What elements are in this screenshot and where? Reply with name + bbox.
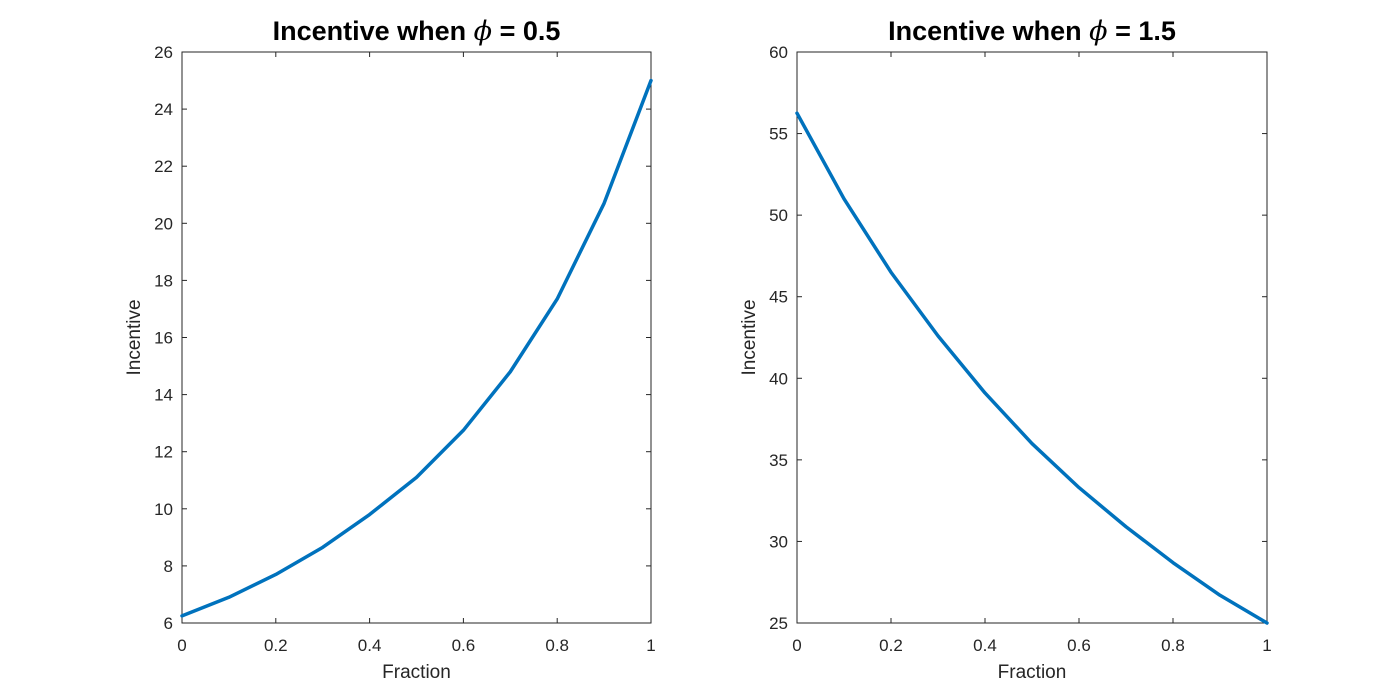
y-tick-label: 35 <box>769 451 788 470</box>
y-tick-label: 40 <box>769 369 788 388</box>
data-point <box>1030 442 1034 445</box>
x-tick-label: 0.2 <box>879 636 903 655</box>
y-tick-label: 26 <box>154 43 173 62</box>
data-point <box>556 297 559 301</box>
data-point <box>509 370 512 373</box>
chart-title-suffix: = 1.5 <box>1108 16 1176 46</box>
y-tick-label: 12 <box>154 443 173 462</box>
y-tick-label: 50 <box>769 206 788 225</box>
data-point <box>1077 486 1081 489</box>
chart-panel-right: 0 0.2 0.4 0.6 0.8 1 25 30 35 40 45 50 55 60 Fraction In… <box>739 16 1272 683</box>
data-point <box>1171 561 1175 564</box>
y-tick-label: 30 <box>769 532 788 551</box>
y-tick-label: 55 <box>769 125 788 144</box>
data-point <box>842 197 846 201</box>
x-axis-label: Fraction <box>998 662 1067 683</box>
data-point <box>180 614 184 618</box>
y-tick-label: 6 <box>164 614 173 633</box>
data-point <box>415 476 418 479</box>
data-point <box>274 573 277 576</box>
x-tick-label: 0.8 <box>545 636 569 655</box>
x-axis-label: Fraction <box>382 662 451 683</box>
y-tick-label: 20 <box>154 214 173 233</box>
y-tick-label: 16 <box>154 329 173 348</box>
y-tick-label: 45 <box>769 288 788 307</box>
x-tick-label: 1 <box>1262 636 1271 655</box>
y-tick-label: 14 <box>154 386 173 405</box>
chart-title-suffix: = 0.5 <box>492 16 560 46</box>
data-point <box>1265 621 1269 625</box>
x-tick-label: 0.4 <box>973 636 997 655</box>
chart-title: Incentive when ϕ = 1.5 <box>888 16 1176 47</box>
data-point <box>1218 594 1222 597</box>
axes-box <box>796 51 1268 624</box>
x-tick-label: 0.2 <box>264 636 288 655</box>
x-tick-label: 0 <box>792 636 801 655</box>
chart-title-prefix: Incentive when <box>273 16 474 46</box>
series-line <box>180 78 653 618</box>
data-point <box>462 429 465 432</box>
y-tick-label: 22 <box>154 157 173 176</box>
data-point <box>321 546 324 549</box>
y-tick-label: 25 <box>769 614 788 633</box>
chart-title: Incentive when ϕ = 0.5 <box>273 16 561 47</box>
x-tick-label: 0.4 <box>358 636 382 655</box>
data-point <box>983 391 987 395</box>
axes-box <box>181 51 652 624</box>
data-point <box>368 513 371 516</box>
y-tick-label: 8 <box>164 557 173 576</box>
data-point <box>795 111 799 115</box>
x-tick-label: 1 <box>646 636 655 655</box>
y-axis-label: Incentive <box>739 299 760 375</box>
y-tick-label: 18 <box>154 271 173 290</box>
data-point <box>1124 525 1128 528</box>
data-point <box>227 596 231 599</box>
chart-title-symbol: ϕ <box>474 16 492 47</box>
y-tick-label: 10 <box>154 500 173 519</box>
y-tick-label: 60 <box>769 43 788 62</box>
series-line <box>795 111 1269 625</box>
data-point <box>602 202 606 205</box>
x-tick-label: 0.8 <box>1161 636 1185 655</box>
data-point <box>889 271 893 274</box>
chart-title-symbol: ϕ <box>1089 16 1107 47</box>
data-point <box>936 334 940 338</box>
y-axis-label: Incentive <box>124 299 145 375</box>
chart-title-prefix: Incentive when <box>888 16 1089 46</box>
y-tick-label: 24 <box>154 100 173 119</box>
chart-panel-left: 0 0.2 0.4 0.6 0.8 168101214161820222426Fracti… <box>124 16 656 683</box>
x-tick-label: 0.6 <box>452 636 476 655</box>
data-point <box>649 79 653 82</box>
x-tick-label: 0 <box>177 636 186 655</box>
x-tick-label: 0.6 <box>1067 636 1091 655</box>
